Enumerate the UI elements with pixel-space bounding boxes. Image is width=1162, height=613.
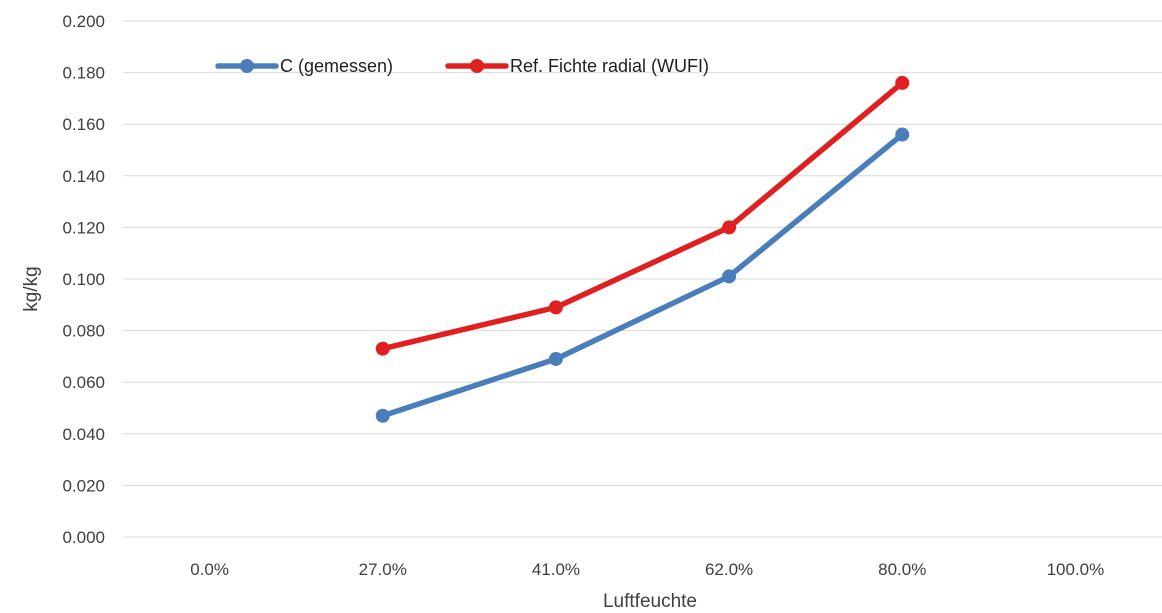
gridlines	[123, 20, 1162, 538]
x-tick-label: 80.0%	[878, 560, 926, 579]
legend-marker	[470, 59, 484, 73]
y-tick-label: 0.060	[62, 373, 105, 392]
series-1	[375, 127, 910, 423]
x-tick-label: 27.0%	[359, 560, 407, 579]
series-layer	[375, 75, 910, 423]
data-point	[722, 269, 737, 284]
y-tick-label: 0.020	[62, 476, 105, 495]
y-tick-label: 0.200	[62, 12, 105, 31]
data-point	[548, 300, 563, 315]
x-tick-label: 41.0%	[532, 560, 580, 579]
x-tick-label: 62.0%	[705, 560, 753, 579]
y-tick-label: 0.000	[62, 528, 105, 547]
y-tick-label: 0.080	[62, 322, 105, 341]
y-tick-label: 0.040	[62, 425, 105, 444]
data-point	[375, 408, 390, 423]
y-tick-label: 0.100	[62, 270, 105, 289]
y-axis-label: kg/kg	[21, 266, 42, 311]
x-tick-label: 100.0%	[1047, 560, 1105, 579]
data-point	[722, 220, 737, 235]
legend-label: Ref. Fichte radial (WUFI)	[510, 56, 709, 76]
y-tick-label: 0.180	[62, 64, 105, 83]
series-line	[380, 80, 905, 352]
legend: C (gemessen) Ref. Fichte radial (WUFI)	[215, 56, 709, 76]
series-line	[380, 131, 905, 419]
y-tick-label: 0.140	[62, 167, 105, 186]
data-point	[375, 341, 390, 356]
legend-item: Ref. Fichte radial (WUFI)	[445, 56, 709, 76]
x-axis-label: Luftfeuchte	[603, 591, 697, 612]
series-2	[375, 75, 910, 356]
data-point	[895, 127, 910, 142]
legend-label: C (gemessen)	[280, 56, 393, 76]
data-point	[895, 75, 910, 90]
legend-item: C (gemessen)	[215, 56, 393, 76]
y-tick-label: 0.120	[62, 218, 105, 237]
x-axis-ticks: 0.0% 27.0% 41.0% 62.0% 80.0% 100.0%	[190, 560, 1104, 579]
y-axis-ticks: 0.000 0.020 0.040 0.060 0.080 0.100 0.120 0.140…	[62, 12, 105, 547]
legend-marker	[240, 59, 254, 73]
y-tick-label: 0.160	[62, 115, 105, 134]
x-tick-label: 0.0%	[190, 560, 229, 579]
data-point	[548, 351, 563, 366]
